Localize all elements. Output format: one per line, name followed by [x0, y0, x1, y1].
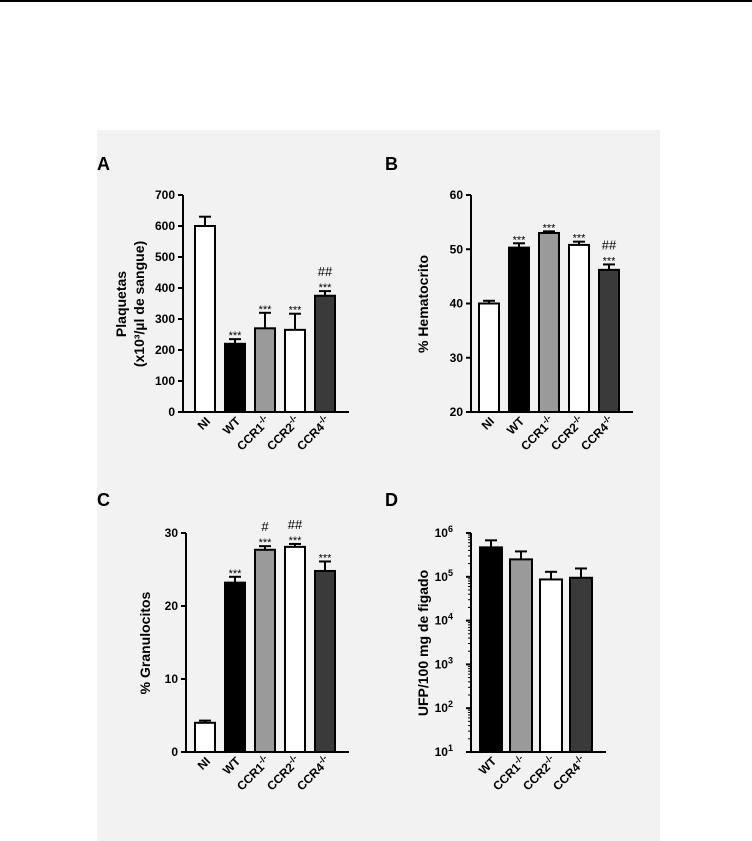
y-tick-label: 102 [435, 699, 453, 715]
x-tick-label: CCR4-/- [293, 753, 333, 793]
panel-b: B% Hematocrito2030405060NI***WT***CCR1-/… [385, 154, 633, 453]
significance-label: *** [319, 282, 333, 294]
x-tick-label: WT [476, 754, 500, 778]
y-tick-label: 400 [155, 281, 175, 295]
y-axis-label: % Hematocrito [415, 255, 431, 353]
panel-letter: C [97, 490, 110, 510]
bar-wt [224, 581, 246, 754]
y-tick-label: 20 [165, 599, 179, 613]
bar-ccr4 [598, 268, 620, 413]
bar-wt [508, 246, 530, 413]
x-tick-label: NI [195, 754, 213, 772]
significance-label: *** [259, 304, 273, 316]
x-tick-label: WT [220, 754, 244, 778]
bar-ccr1 [254, 327, 276, 413]
x-tick-label: CCR4-/- [577, 413, 617, 453]
x-tick-label: WT [220, 414, 244, 438]
y-tick-label: 600 [155, 219, 175, 233]
bar-ccr4 [314, 569, 336, 754]
bar-ni [194, 225, 216, 413]
y-axis-label: (x10³/µl de sangue) [131, 241, 147, 367]
bar-ni [478, 302, 500, 413]
x-tick-label: NI [195, 414, 213, 432]
y-tick-label: 40 [450, 297, 464, 311]
panel-letter: B [385, 154, 398, 174]
y-axis-label: UFP/100 mg de figado [415, 570, 431, 716]
y-axis-label: % Granulocitos [137, 591, 153, 694]
bar-wt [479, 546, 503, 754]
y-tick-label: 100 [155, 374, 175, 388]
panel-d: D UFP/100 mg de figado 101 102 103 104 105 106 W… [385, 490, 606, 793]
significance-label: *** [229, 568, 243, 580]
panel-letter: D [385, 490, 398, 510]
significance-label: *** [543, 222, 557, 234]
significance-label: # [261, 519, 269, 534]
significance-label: *** [229, 330, 243, 342]
significance-label: *** [573, 233, 587, 245]
significance-label: *** [603, 255, 617, 267]
x-tick-label: NI [479, 414, 497, 432]
x-tick-label: WT [504, 414, 528, 438]
significance-label: ## [318, 264, 333, 279]
bar-ccr4 [569, 576, 593, 753]
y-tick-label: 0 [171, 745, 178, 759]
x-tick-label: CCR4-/- [549, 753, 589, 793]
significance-label: ## [602, 237, 617, 252]
significance-label: *** [319, 552, 333, 564]
x-tick-label: CCR4-/- [293, 413, 333, 453]
bar-wt [224, 342, 246, 413]
significance-label: ## [288, 517, 303, 532]
y-tick-label: 104 [435, 612, 453, 628]
y-tick-label: 101 [435, 743, 453, 759]
y-tick-label: 105 [435, 568, 453, 584]
y-axis-label: Plaquetas [113, 271, 129, 337]
y-tick-label: 700 [155, 188, 175, 202]
significance-label: *** [289, 535, 303, 547]
y-tick-label: 60 [450, 188, 464, 202]
bar-ccr1 [538, 231, 560, 413]
y-tick-label: 10 [165, 672, 179, 686]
significance-label: *** [259, 537, 273, 549]
y-tick-label: 106 [435, 524, 453, 540]
bar-ccr2 [284, 328, 306, 414]
y-tick-label: 50 [450, 242, 464, 256]
significance-label: *** [513, 234, 527, 246]
top-rule [0, 0, 752, 2]
y-tick-label: 103 [435, 655, 453, 671]
bar-ccr1 [254, 548, 276, 753]
y-tick-label: 200 [155, 343, 175, 357]
y-tick-label: 0 [168, 405, 175, 419]
bar-ccr2 [284, 545, 306, 753]
bar-ccr4 [314, 294, 336, 413]
panel-a: A Plaquetas (x10³/µl de sangue) 0 100 200 300 4… [97, 154, 349, 453]
y-tick-label: 300 [155, 312, 175, 326]
bar-ni [194, 721, 216, 753]
panel-letter: A [97, 154, 110, 174]
y-tick-label: 30 [165, 526, 179, 540]
y-tick-label: 500 [155, 250, 175, 264]
y-tick-label: 30 [450, 351, 464, 365]
bar-ccr1 [509, 558, 533, 754]
bar-ccr2 [568, 243, 590, 413]
panel-c: C% Granulocitos0102030NI***WT***#CCR1-/-… [97, 490, 349, 793]
figure-background [97, 130, 660, 841]
bar-ccr2 [539, 578, 563, 753]
y-tick-label: 20 [450, 405, 464, 419]
significance-label: *** [289, 305, 303, 317]
